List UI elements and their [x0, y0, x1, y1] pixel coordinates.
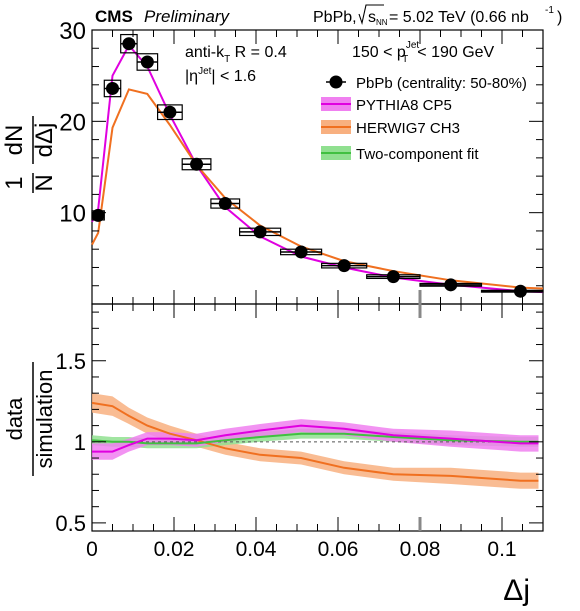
bottom-y-tick-label: 1	[74, 430, 86, 455]
data-marker	[444, 278, 458, 292]
data-marker	[513, 284, 527, 298]
x-tick-label: 0.02	[154, 538, 195, 561]
data-point	[321, 259, 368, 273]
top-y-tick-label: 10	[59, 201, 86, 228]
data-point	[103, 79, 122, 98]
pt-range-label: 150 < pJet T < 190 GeV	[352, 40, 495, 65]
data-marker	[140, 55, 154, 69]
algo-label: anti-kT R = 0.4	[185, 44, 287, 65]
energy-subscript: NN	[376, 18, 388, 27]
bottom-y-tick-label: 0.5	[55, 511, 86, 536]
legend-herwig-label: HERWIG7 CH3	[356, 120, 460, 137]
legend-entry-data: PbPb (centrality: 50-80%)	[326, 75, 527, 92]
data-marker	[218, 197, 232, 211]
data-point	[120, 33, 138, 54]
ylabel-dn: dN	[1, 125, 28, 156]
axis-tick-labels: 10 20 30 0.5 1 1.5 0 0.02 0.04 0.06 0.08 0.1	[55, 18, 516, 561]
ratio-line-fit	[91, 432, 539, 445]
bottom-panel-frame	[91, 303, 544, 532]
axis-ticks	[91, 29, 544, 531]
legend: PbPb (centrality: 50-80%) PYTHIA8 CP5 HE…	[321, 75, 527, 163]
top-panel-frame	[91, 29, 544, 305]
data-point	[91, 208, 105, 222]
data-marker	[122, 37, 136, 51]
x-tick-label: 0.08	[400, 538, 441, 561]
legend-entry-pythia: PYTHIA8 CP5	[321, 97, 452, 114]
status-label: Preliminary	[144, 7, 231, 26]
data-point	[210, 197, 241, 211]
data-point	[157, 104, 183, 121]
system-label: PbPb,	[313, 9, 357, 26]
data-point	[419, 278, 483, 292]
data-point	[136, 53, 159, 71]
legend-data-label: PbPb (centrality: 50-80%)	[356, 75, 527, 92]
x-tick-label: 0.04	[236, 538, 277, 561]
x-tick-label: 0	[86, 538, 98, 561]
data-marker	[386, 270, 400, 284]
ylabel-one: 1	[1, 176, 28, 189]
experiment-label: CMS	[95, 7, 133, 26]
top-y-axis-label: 1 N dN dΔj	[1, 116, 58, 193]
lumi-exponent: -1	[545, 5, 554, 16]
ylabel-n: N	[31, 174, 58, 191]
data-point	[239, 225, 282, 239]
data-marker	[294, 245, 308, 259]
data-marker	[91, 208, 105, 222]
top-data-points	[91, 33, 544, 298]
data-point	[366, 270, 421, 284]
data-marker	[337, 259, 351, 273]
ratio-line-herwig	[91, 401, 539, 482]
energy-value: = 5.02 TeV (0.66 nb	[389, 9, 529, 26]
legend-fit-label: Two-component fit	[356, 146, 479, 163]
data-marker	[106, 81, 119, 95]
data-marker	[253, 225, 267, 239]
data-point	[480, 284, 544, 298]
bottom-ratio-lines	[91, 401, 543, 482]
ratio-line-pythia	[92, 424, 539, 453]
jet-annotations: anti-kT R = 0.4 |ηJet| < 1.6 150 < pJet T…	[185, 40, 495, 85]
sqrt-sign-icon	[358, 4, 384, 26]
x-tick-label: 0.1	[487, 538, 516, 561]
data-marker	[163, 105, 177, 119]
ylabel-data: data	[2, 397, 27, 441]
bottom-y-axis-label: data simulation	[2, 362, 57, 476]
legend-pythia-label: PYTHIA8 CP5	[356, 97, 452, 114]
top-y-tick-label: 20	[59, 109, 86, 136]
data-marker	[190, 157, 204, 171]
lumi-close: )	[557, 9, 562, 26]
header: CMS Preliminary PbPb, s NN = 5.02 TeV (0…	[95, 4, 562, 27]
bottom-y-tick-label: 1.5	[55, 349, 86, 374]
legend-entry-fit: Two-component fit	[321, 146, 479, 163]
x-tick-label: 0.06	[318, 538, 359, 561]
x-axis-label: Δj	[503, 574, 530, 607]
energy-prefix: s	[368, 9, 376, 26]
top-y-tick-label: 30	[59, 18, 86, 45]
eta-label: |ηJet| < 1.6	[185, 66, 256, 85]
data-point	[280, 245, 323, 259]
legend-entry-herwig: HERWIG7 CH3	[321, 120, 460, 137]
legend-data-marker	[329, 75, 343, 89]
ylabel-ddj: dΔj	[31, 123, 58, 158]
ylabel-simulation: simulation	[32, 369, 57, 468]
data-point	[181, 157, 212, 171]
